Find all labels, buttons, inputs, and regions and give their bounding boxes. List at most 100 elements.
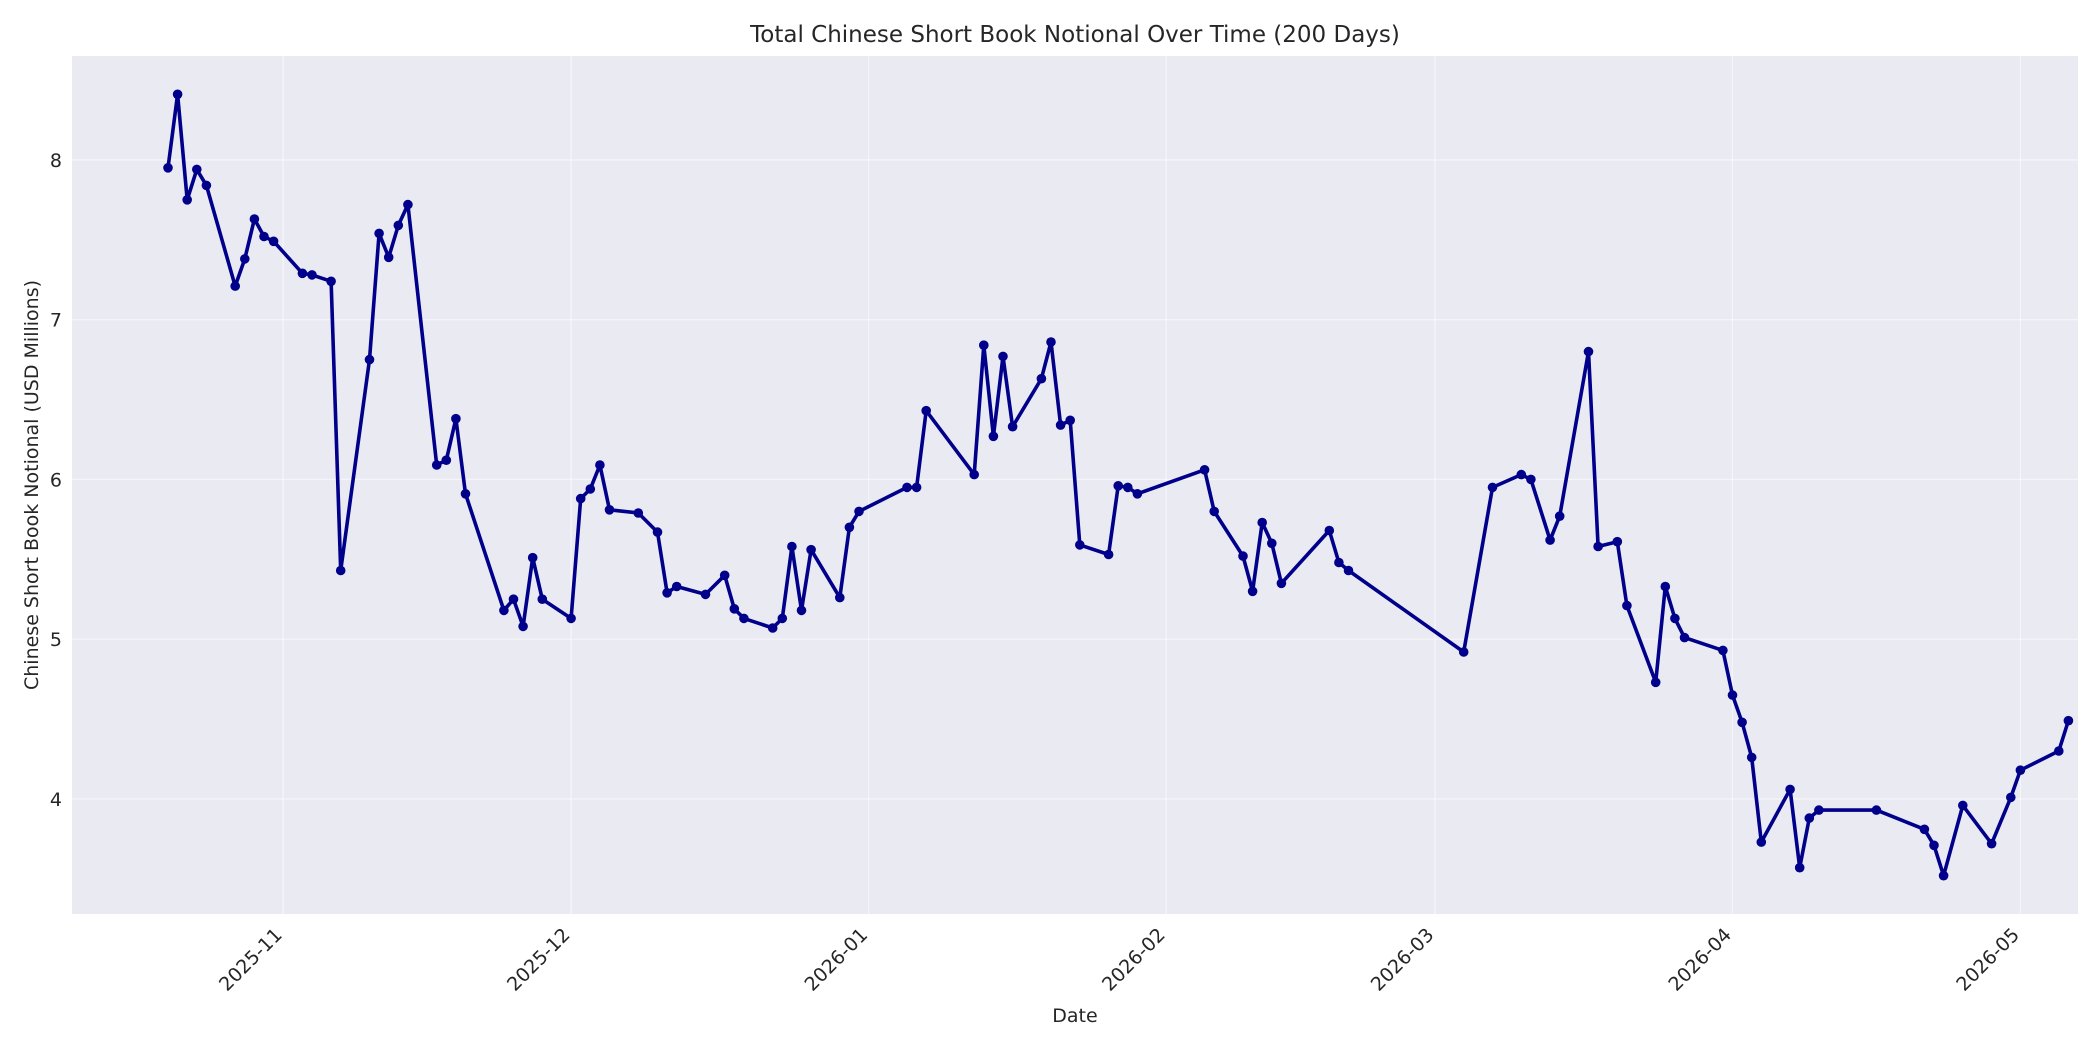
data-point	[1526, 474, 1536, 485]
data-point	[1919, 824, 1930, 835]
data-point	[1458, 647, 1469, 657]
data-point	[192, 164, 202, 175]
y-tick-label: 6	[50, 469, 62, 491]
data-point	[537, 594, 548, 604]
data-point	[1199, 465, 1210, 475]
data-point	[1938, 870, 1949, 881]
data-point	[844, 522, 855, 533]
data-point	[595, 460, 605, 470]
data-point	[1679, 632, 1690, 643]
data-point	[604, 505, 615, 515]
data-point	[585, 484, 596, 494]
data-point	[662, 588, 672, 598]
data-point	[911, 482, 922, 493]
data-point	[1343, 565, 1354, 576]
data-point	[1650, 677, 1661, 688]
data-point	[700, 589, 711, 600]
data-point	[1737, 717, 1747, 728]
data-point	[201, 180, 212, 191]
data-point	[729, 604, 740, 614]
data-point	[1670, 613, 1680, 624]
data-point	[335, 565, 346, 576]
data-point	[1267, 538, 1277, 549]
data-point	[633, 508, 644, 518]
data-point	[1871, 805, 1882, 815]
data-point	[527, 552, 538, 563]
data-point	[854, 506, 864, 517]
x-tick-label: 2026-01	[800, 924, 872, 996]
series-layer	[163, 89, 2074, 881]
data-point	[1209, 506, 1219, 517]
x-axis-ticks: 2025-11 2025-12 2026-01 2026-02 2026-03 2026-…	[215, 924, 2024, 996]
data-point	[1055, 420, 1066, 430]
data-point	[1075, 540, 1085, 550]
data-point	[1065, 415, 1075, 426]
data-point	[182, 195, 192, 205]
data-point	[499, 605, 509, 616]
data-point	[364, 354, 375, 365]
data-point	[518, 621, 528, 632]
data-point	[1247, 586, 1258, 597]
data-point	[2054, 746, 2064, 756]
data-point	[835, 592, 845, 603]
y-tick-label: 5	[50, 629, 62, 651]
data-point	[1334, 557, 1344, 568]
data-point	[230, 281, 240, 291]
data-point	[777, 613, 788, 624]
data-point	[806, 544, 816, 555]
data-point	[268, 236, 279, 247]
data-point	[249, 214, 260, 224]
data-point	[2063, 715, 2074, 726]
data-point	[460, 489, 471, 499]
data-point	[1046, 337, 1056, 347]
data-point	[1276, 578, 1287, 589]
data-point	[1804, 813, 1815, 823]
data-point	[1756, 837, 1767, 847]
data-point	[1660, 581, 1671, 592]
data-point	[1132, 489, 1143, 499]
x-tick-label: 2026-03	[1367, 924, 1439, 996]
y-tick-label: 8	[50, 150, 62, 172]
data-point	[671, 581, 682, 592]
x-tick-label: 2025-11	[215, 924, 287, 996]
data-point	[988, 431, 999, 442]
data-point	[297, 268, 308, 279]
data-point	[1007, 421, 1018, 432]
data-point	[451, 413, 461, 424]
x-axis-label: Date	[1052, 1005, 1097, 1027]
data-point	[1516, 469, 1527, 480]
data-point	[1718, 645, 1728, 656]
x-tick-label: 2026-04	[1664, 924, 1736, 996]
data-point	[163, 163, 173, 173]
x-tick-label: 2025-12	[503, 924, 575, 996]
data-point	[921, 405, 931, 416]
data-point	[1986, 838, 1997, 849]
data-point	[796, 605, 807, 616]
data-point	[1583, 346, 1594, 357]
data-point	[719, 570, 730, 581]
data-point	[431, 460, 442, 470]
chart-title: Total Chinese Short Book Notional Over T…	[749, 22, 1400, 48]
data-point	[1785, 784, 1795, 795]
data-point	[998, 351, 1008, 362]
data-point	[1814, 805, 1824, 815]
data-point	[259, 231, 269, 242]
data-point	[1036, 373, 1047, 384]
data-point	[1257, 517, 1267, 528]
data-point	[2015, 765, 2026, 775]
data-point	[1238, 551, 1248, 561]
data-point	[1324, 525, 1335, 536]
data-point	[2006, 792, 2016, 803]
data-point	[240, 254, 250, 264]
data-point	[739, 613, 749, 624]
data-point	[1929, 840, 1939, 851]
data-point	[403, 199, 413, 210]
x-tick-label: 2026-05	[1952, 924, 2024, 996]
data-point	[1113, 481, 1123, 491]
data-point	[787, 541, 797, 552]
data-point	[1794, 862, 1805, 873]
data-point	[1727, 690, 1738, 700]
data-point	[172, 89, 183, 100]
data-point	[1554, 511, 1565, 521]
data-point	[441, 455, 452, 466]
